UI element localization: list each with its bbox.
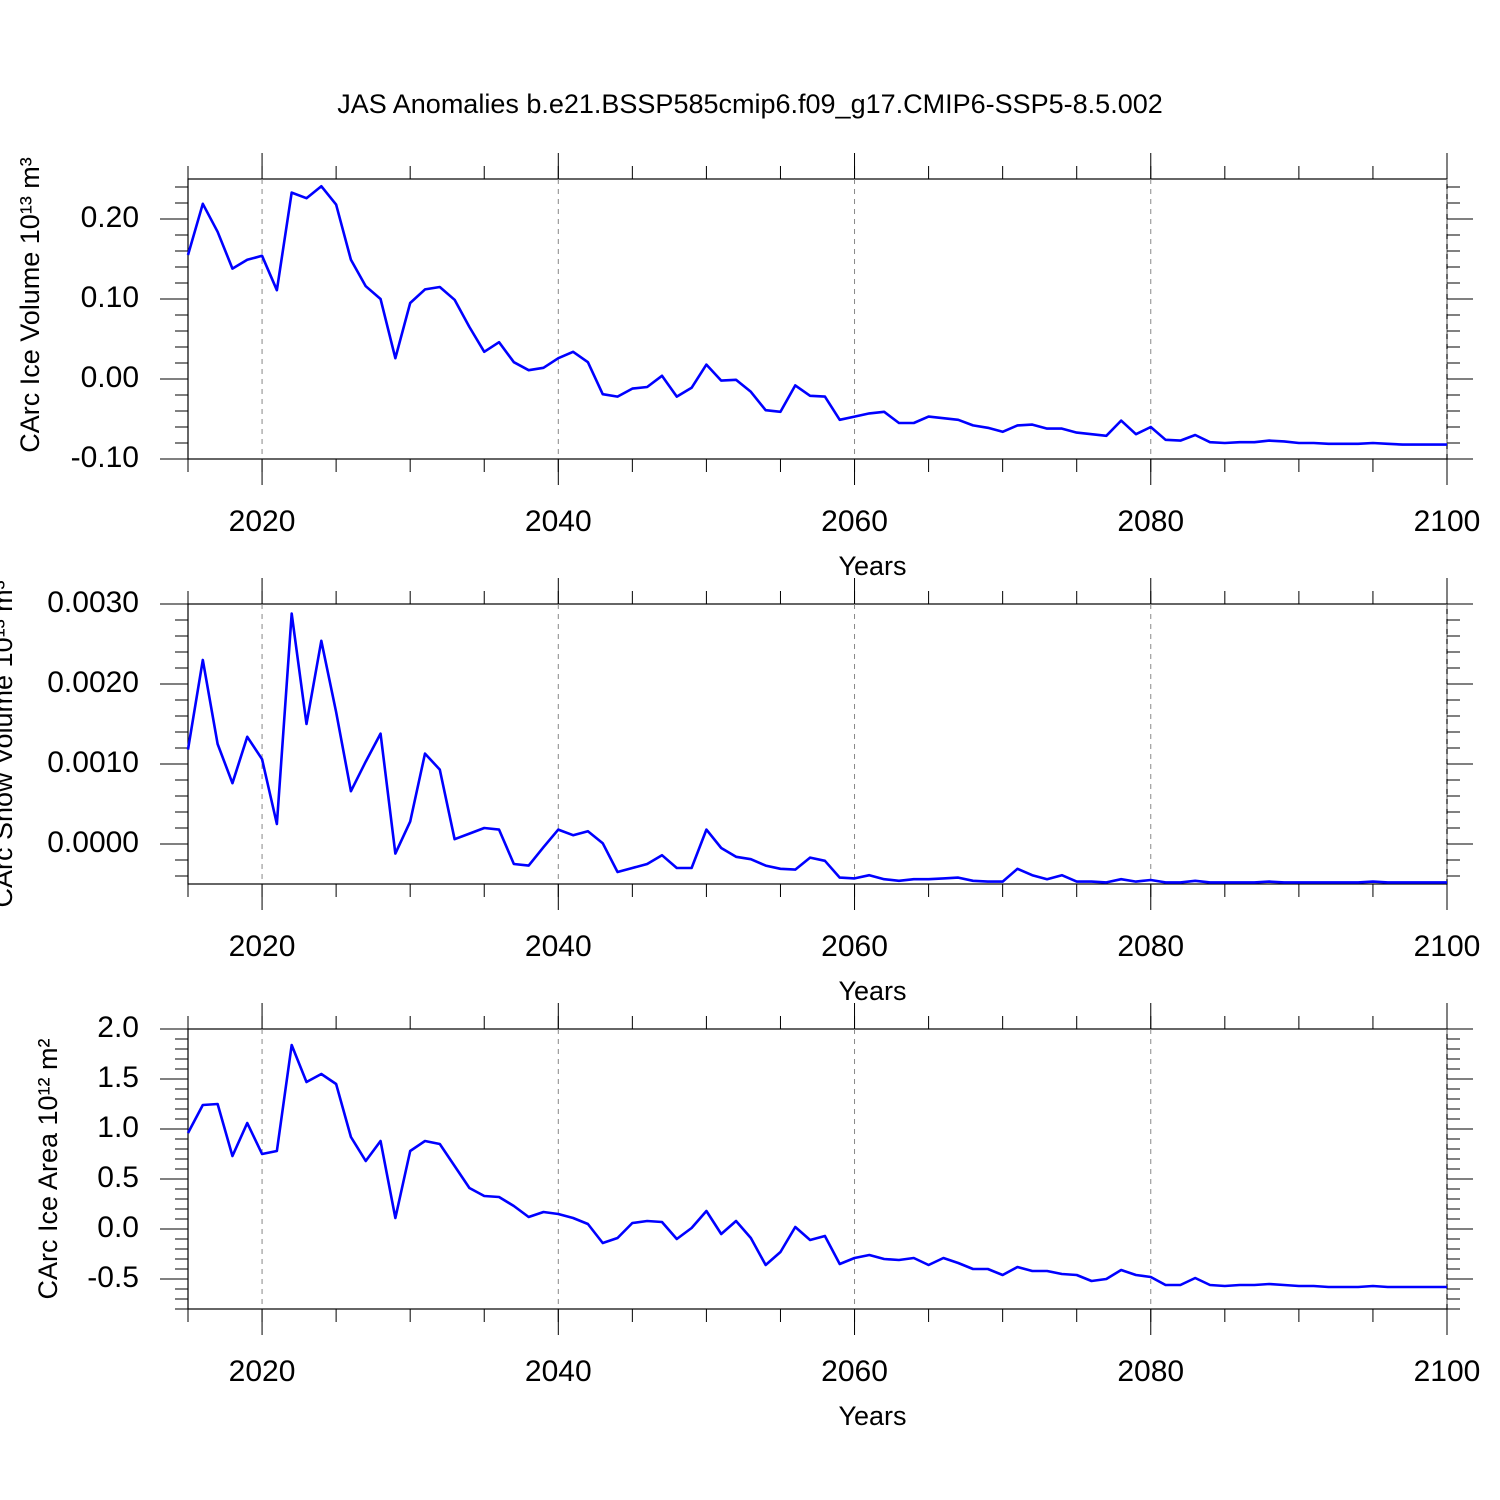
x-tick-label: 2020	[229, 1355, 296, 1388]
x-axis-label: Years	[838, 1401, 906, 1431]
y-tick-label: 0.10	[81, 281, 139, 314]
y-tick-label: -0.5	[87, 1261, 139, 1294]
y-tick-label: 0.00	[81, 361, 139, 394]
x-tick-label: 2100	[1414, 930, 1481, 963]
x-tick-label: 2080	[1117, 930, 1184, 963]
figure-title: JAS Anomalies b.e21.BSSP585cmip6.f09_g17…	[337, 89, 1163, 119]
y-tick-label: 0.0000	[47, 826, 139, 859]
y-tick-label: 0.0030	[47, 586, 139, 619]
x-axis-label: Years	[838, 976, 906, 1006]
x-tick-label: 2020	[229, 505, 296, 538]
x-tick-label: 2020	[229, 930, 296, 963]
x-tick-label: 2060	[821, 930, 888, 963]
x-tick-label: 2040	[525, 505, 592, 538]
y-axis-label: CArc Ice Volume 10¹³ m³	[15, 157, 45, 453]
y-tick-label: 0.0	[97, 1211, 139, 1244]
x-tick-label: 2080	[1117, 1355, 1184, 1388]
y-axis-label: CArc Snow Volume 10¹³ m³	[0, 580, 18, 907]
x-tick-label: 2040	[525, 930, 592, 963]
data-line	[186, 612, 1447, 884]
x-tick-label: 2040	[525, 1355, 592, 1388]
plot-frame	[187, 178, 1448, 460]
y-axis-label: CArc Ice Area 10¹² m²	[33, 1038, 63, 1299]
x-tick-label: 2100	[1414, 505, 1481, 538]
x-tick-label: 2100	[1414, 1355, 1481, 1388]
x-tick-label: 2080	[1117, 505, 1184, 538]
x-tick-label: 2060	[821, 1355, 888, 1388]
y-tick-label: 1.0	[97, 1111, 139, 1144]
x-axis-label: Years	[838, 551, 906, 581]
y-tick-label: 0.20	[81, 201, 139, 234]
y-tick-label: 0.5	[97, 1161, 139, 1194]
y-tick-label: 2.0	[97, 1011, 139, 1044]
data-line	[186, 184, 1447, 446]
y-tick-label: 1.5	[97, 1061, 139, 1094]
x-tick-label: 2060	[821, 505, 888, 538]
plot-frame	[187, 603, 1448, 885]
data-line	[186, 1043, 1447, 1289]
plot-frame	[187, 1028, 1448, 1310]
y-tick-label: 0.0010	[47, 746, 139, 779]
y-tick-label: -0.10	[71, 441, 139, 474]
y-tick-label: 0.0020	[47, 666, 139, 699]
